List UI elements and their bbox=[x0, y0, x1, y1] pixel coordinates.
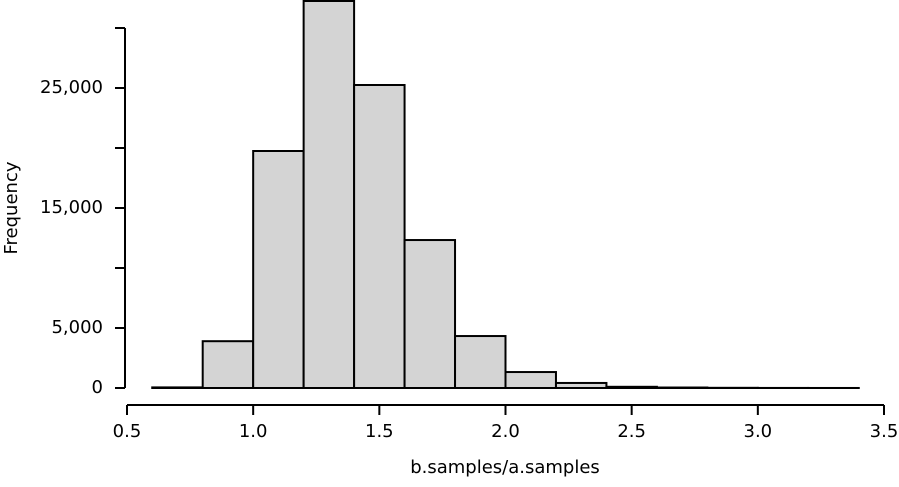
bar bbox=[403, 239, 457, 389]
y-tick-label: 15,000 bbox=[40, 197, 103, 218]
x-tick-label: 1.5 bbox=[365, 421, 394, 442]
x-axis-label: b.samples/a.samples bbox=[410, 457, 600, 478]
x-tick-label: 3.0 bbox=[744, 421, 773, 442]
y-tick-label: 25,000 bbox=[40, 77, 103, 98]
y-tick-label: 5,000 bbox=[51, 317, 103, 338]
bar bbox=[605, 385, 658, 389]
bar bbox=[504, 371, 557, 390]
bar bbox=[554, 381, 608, 389]
y-axis-label: Frequency bbox=[1, 161, 22, 254]
bar bbox=[353, 84, 406, 389]
bar bbox=[201, 340, 255, 390]
bar bbox=[302, 0, 356, 389]
x-tick-label: 1.0 bbox=[239, 421, 268, 442]
x-tick-label: 0.5 bbox=[113, 421, 142, 442]
bar bbox=[454, 335, 507, 390]
bar bbox=[151, 386, 204, 389]
x-tick-label: 2.0 bbox=[491, 421, 520, 442]
y-tick-label: 0 bbox=[92, 377, 103, 398]
bar bbox=[252, 150, 305, 389]
x-tick-label: 2.5 bbox=[617, 421, 646, 442]
x-tick-label: 3.5 bbox=[870, 421, 899, 442]
